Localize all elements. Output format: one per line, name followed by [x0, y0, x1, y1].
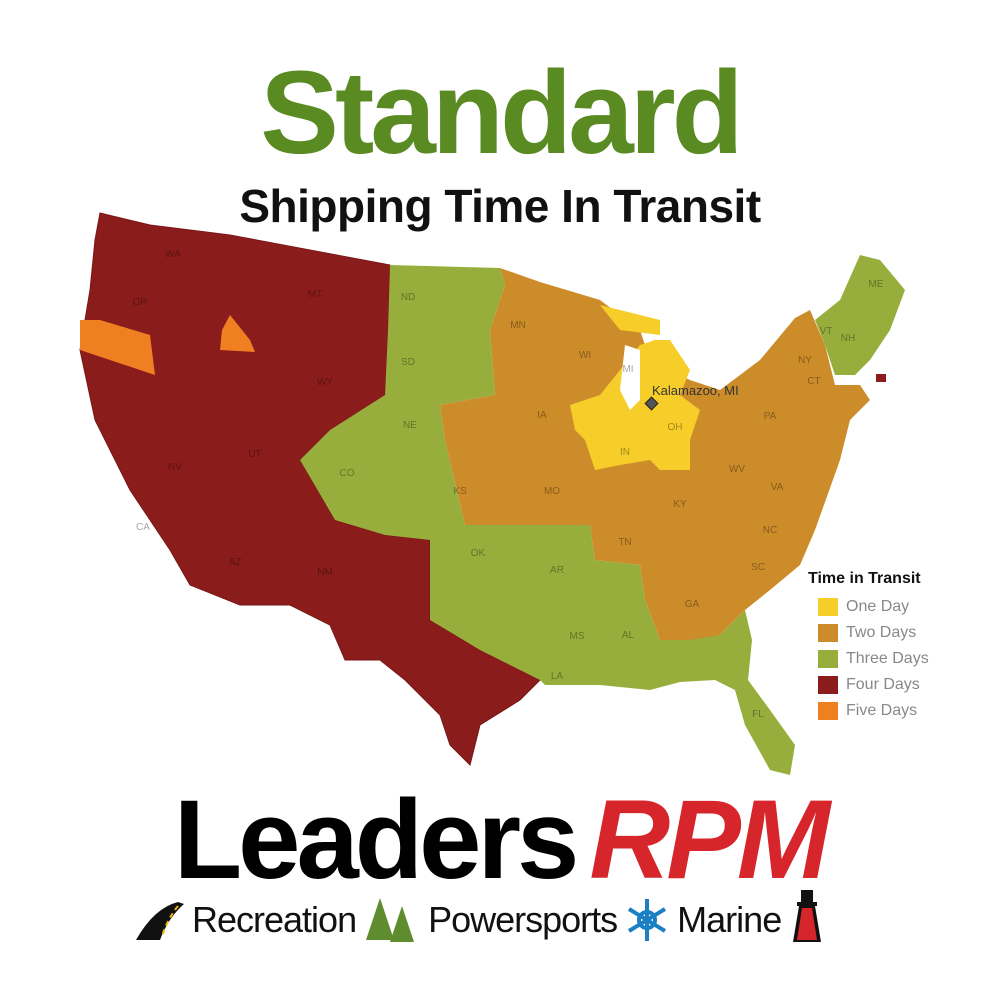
state-label-al: AL: [622, 630, 635, 641]
state-label-wy: WY: [317, 377, 333, 388]
state-label-mn: MN: [510, 320, 526, 331]
state-label-ny: NY: [798, 355, 812, 366]
lake-michigan: [620, 345, 640, 410]
tagline-recreation: Recreation: [192, 899, 357, 940]
state-label-sc: SC: [751, 562, 765, 573]
state-label-or: OR: [133, 297, 148, 308]
origin-marker-icon: [644, 396, 659, 411]
state-label-wi: WI: [579, 350, 591, 361]
state-label-va: VA: [771, 482, 784, 493]
legend-item-four-days: Four Days: [818, 672, 929, 698]
state-label-la: LA: [551, 671, 564, 682]
legend-label: Two Days: [846, 624, 917, 641]
region-three-days-northeast: [815, 255, 905, 375]
legend-item-three-days: Three Days: [818, 646, 929, 672]
state-label-tn: TN: [618, 537, 631, 548]
legend-swatch: [818, 676, 838, 694]
region-four-days: [79, 212, 541, 766]
state-label-ky: KY: [673, 499, 687, 510]
state-label-mo: MO: [544, 486, 560, 497]
state-label-ut: UT: [248, 449, 261, 460]
brand-tagline: Recreation Powersports Marine: [128, 890, 833, 945]
state-label-ca: CA: [136, 522, 150, 533]
lighthouse-icon: [793, 890, 822, 942]
state-label-pa: PA: [764, 411, 777, 422]
state-label-ks: KS: [453, 486, 467, 497]
state-label-vt: VT: [820, 326, 833, 337]
snowflake-icon: [628, 899, 667, 941]
legend-label: One Day: [846, 598, 910, 615]
region-three-days: [300, 265, 795, 775]
state-label-mi: MI: [622, 364, 633, 375]
state-label-ms: MS: [570, 631, 585, 642]
state-label-az: AZ: [229, 557, 242, 568]
state-label-ga: GA: [685, 599, 700, 610]
legend-label: Three Days: [846, 650, 929, 667]
state-label-nm: NM: [317, 567, 333, 578]
region-one-day-upper-peninsula: [600, 305, 660, 335]
state-label-sd: SD: [401, 357, 415, 368]
legend-swatch: [818, 650, 838, 668]
region-five-days-idaho: [220, 315, 255, 352]
legend-swatch: [818, 598, 838, 616]
tagline-powersports: Powersports: [428, 899, 618, 940]
state-label-in: IN: [620, 447, 630, 458]
state-label-ok: OK: [471, 548, 486, 559]
origin-label: Kalamazoo, MI: [652, 383, 739, 398]
state-label-nd: ND: [401, 292, 415, 303]
legend-label: Four Days: [846, 676, 920, 693]
state-label-co: CO: [340, 468, 355, 479]
state-label-nh: NH: [841, 333, 855, 344]
brand-name-black: Leaders: [173, 777, 580, 902]
tagline-marine: Marine: [677, 899, 782, 940]
state-label-mt: MT: [308, 289, 322, 300]
state-label-ar: AR: [550, 565, 564, 576]
legend: Time in Transit One Day Two Days Three D…: [808, 570, 929, 724]
state-label-wv: WV: [729, 464, 745, 475]
legend-item-five-days: Five Days: [818, 698, 929, 724]
legend-label: Five Days: [846, 702, 918, 719]
brand-name-red: RPM: [589, 777, 830, 902]
state-label-fl: FL: [752, 709, 764, 720]
state-label-wa: WA: [165, 249, 181, 260]
state-label-ia: IA: [537, 410, 547, 421]
legend-swatch: [818, 702, 838, 720]
page-subtitle: Shipping Time In Transit: [239, 180, 761, 232]
legend-item-one-day: One Day: [818, 594, 929, 620]
legend-title: Time in Transit: [808, 570, 921, 587]
legend-item-two-days: Two Days: [818, 620, 929, 646]
state-label-nv: NV: [168, 462, 182, 473]
region-four-days-ri: [876, 374, 886, 382]
state-label-oh: OH: [668, 422, 683, 433]
road-icon: [136, 902, 184, 940]
brand-logo: Leaders RPM: [0, 780, 1000, 900]
legend-swatch: [818, 624, 838, 642]
state-label-nc: NC: [763, 525, 777, 536]
region-five-days-oregon: [80, 320, 155, 375]
state-label-ne: NE: [403, 420, 417, 431]
state-label-ct: CT: [807, 376, 820, 387]
state-labels: WA OR MT WY CA NV UT AZ NM CO ND SD NE KS OK MN WI IA MO MI…: [133, 249, 884, 720]
pine-trees-icon: [366, 898, 415, 942]
page-title: Standard: [260, 47, 743, 179]
state-label-me: ME: [869, 279, 884, 290]
